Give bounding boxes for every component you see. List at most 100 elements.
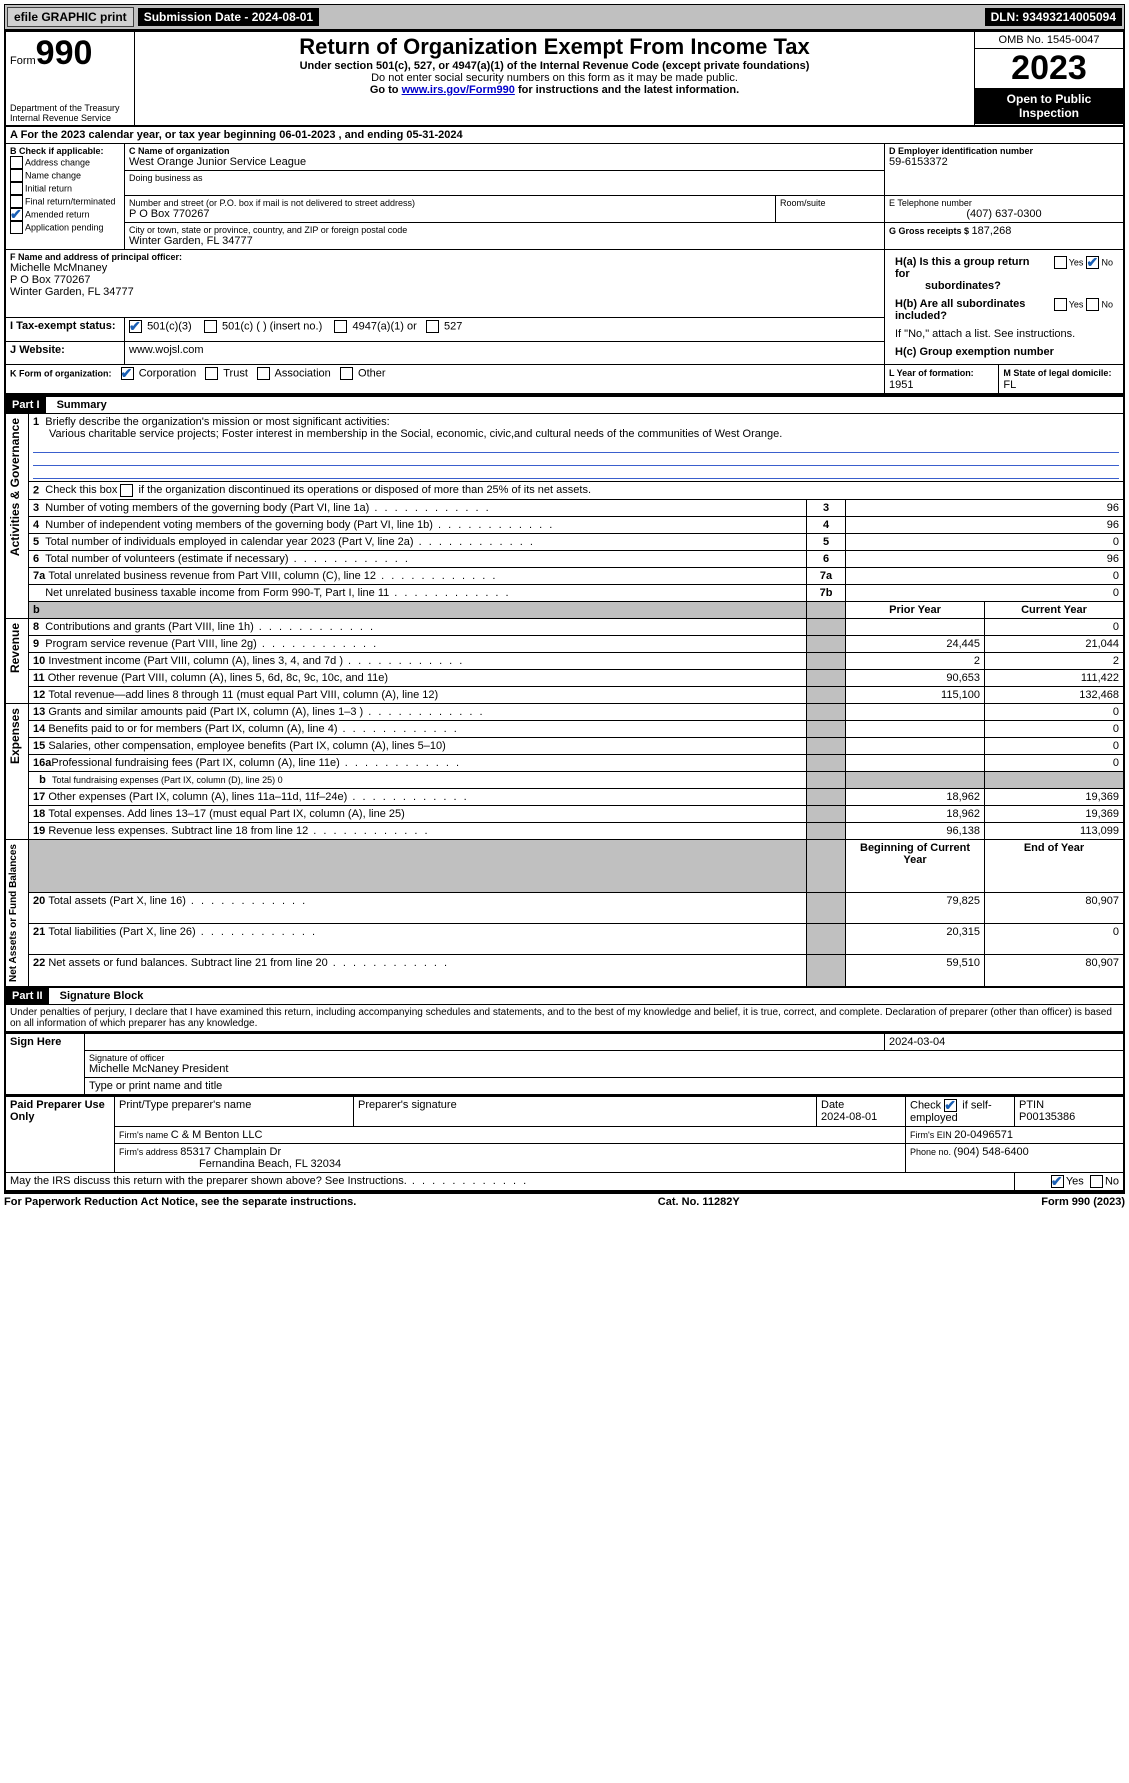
form-header: Form990 Department of the Treasury Inter… — [4, 30, 1125, 127]
line19: Revenue less expenses. Subtract line 18 … — [48, 825, 429, 837]
line18: Total expenses. Add lines 13–17 (must eq… — [48, 808, 404, 820]
line21-end: 0 — [985, 924, 1125, 955]
line13-cy: 0 — [985, 704, 1125, 721]
cb-amended-return[interactable]: Amended return — [10, 208, 120, 221]
cb-527[interactable] — [426, 320, 439, 333]
mission-text: Various charitable service projects; Fos… — [33, 428, 782, 440]
state-domicile: FL — [1003, 379, 1016, 391]
efile-print-button[interactable]: efile GRAPHIC print — [7, 7, 134, 27]
q2-label: Check this box if the organization disco… — [45, 484, 591, 496]
Ha-yes[interactable] — [1054, 256, 1067, 269]
line12-py: 115,100 — [846, 687, 985, 704]
line5-val: 0 — [846, 534, 1125, 551]
line14-cy: 0 — [985, 721, 1125, 738]
dln: DLN: 93493214005094 — [985, 8, 1122, 26]
ssn-warning: Do not enter social security numbers on … — [139, 72, 970, 84]
cb-other[interactable] — [340, 367, 353, 380]
cb-association[interactable] — [257, 367, 270, 380]
pra-notice: For Paperwork Reduction Act Notice, see … — [4, 1196, 356, 1208]
officer-signed: Michelle McNaney President — [89, 1063, 1119, 1075]
line19-cy: 113,099 — [985, 823, 1125, 840]
website: www.wojsl.com — [125, 342, 885, 365]
pp-date: 2024-08-01 — [821, 1111, 877, 1123]
prior-year-hdr: Prior Year — [846, 602, 985, 619]
cb-discuss-no[interactable] — [1090, 1175, 1103, 1188]
cb-501c[interactable] — [204, 320, 217, 333]
firm-name: C & M Benton LLC — [171, 1129, 263, 1141]
addr-label: Number and street (or P.O. box if mail i… — [129, 198, 771, 208]
cat-no: Cat. No. 11282Y — [658, 1196, 740, 1208]
cb-application-pending[interactable]: Application pending — [10, 221, 120, 234]
officer-addr1: P O Box 770267 — [10, 274, 880, 286]
firm-addr1: 85317 Champlain Dr — [180, 1146, 281, 1158]
sign-date: 2024-03-04 — [885, 1034, 1125, 1051]
section-expenses: Expenses — [6, 704, 24, 768]
form-number: Form990 — [10, 34, 130, 73]
box-G-label: G Gross receipts $ — [889, 226, 972, 236]
cb-trust[interactable] — [205, 367, 218, 380]
line6: Total number of volunteers (estimate if … — [45, 553, 410, 565]
line22: Net assets or fund balances. Subtract li… — [48, 957, 449, 969]
line16a-cy: 0 — [985, 755, 1125, 772]
box-I-label: I Tax-exempt status: — [5, 318, 125, 342]
year-formation: 1951 — [889, 379, 913, 391]
box-B-label: B Check if applicable: — [10, 146, 120, 156]
pp-self-employed: Check if self-employed — [906, 1097, 1015, 1127]
cb-address-change[interactable]: Address change — [10, 156, 120, 169]
section-activities-governance: Activities & Governance — [6, 414, 24, 560]
line6-val: 96 — [846, 551, 1125, 568]
line4: Number of independent voting members of … — [45, 519, 554, 531]
line11: Other revenue (Part VIII, column (A), li… — [48, 672, 388, 684]
cb-initial-return[interactable]: Initial return — [10, 182, 120, 195]
part1-header: Part I — [6, 397, 46, 413]
box-K-label: K Form of organization: — [10, 368, 112, 378]
cb-501c3[interactable] — [129, 320, 142, 333]
sign-here-block: Sign Here 2024-03-04 Signature of office… — [4, 1033, 1125, 1096]
line22-end: 80,907 — [985, 955, 1125, 987]
part1: Part I Summary Activities & Governance 1… — [4, 395, 1125, 988]
perjury-declaration: Under penalties of perjury, I declare th… — [4, 1004, 1125, 1033]
line21-beg: 20,315 — [846, 924, 985, 955]
entity-block: B Check if applicable: Address change Na… — [4, 143, 1125, 395]
line11-cy: 111,422 — [985, 670, 1125, 687]
cb-name-change[interactable]: Name change — [10, 169, 120, 182]
line-A: A For the 2023 calendar year, or tax yea… — [4, 127, 1125, 143]
submission-date: Submission Date - 2024-08-01 — [138, 8, 319, 26]
line7b-val: 0 — [846, 585, 1125, 602]
section-revenue: Revenue — [6, 619, 24, 677]
cb-discuss-yes[interactable] — [1051, 1175, 1064, 1188]
dba-label: Doing business as — [129, 173, 880, 183]
irs-link[interactable]: www.irs.gov/Form990 — [402, 84, 515, 96]
Hb-no[interactable] — [1086, 298, 1099, 311]
line7a-val: 0 — [846, 568, 1125, 585]
box-C-label: C Name of organization — [129, 146, 880, 156]
firm-ein: 20-0496571 — [954, 1129, 1013, 1141]
cb-discontinued[interactable] — [120, 484, 133, 497]
form-title: Return of Organization Exempt From Incom… — [139, 34, 970, 60]
telephone: (407) 637-0300 — [889, 208, 1119, 220]
cb-self-employed[interactable] — [944, 1099, 957, 1112]
line11-py: 90,653 — [846, 670, 985, 687]
pp-name-label: Print/Type preparer's name — [115, 1097, 354, 1127]
line21: Total liabilities (Part X, line 26) — [48, 926, 317, 938]
part2-header: Part II — [6, 988, 49, 1004]
ein: 59-6153372 — [889, 156, 1119, 168]
cb-final-return[interactable]: Final return/terminated — [10, 195, 120, 208]
type-name-label: Type or print name and title — [85, 1078, 1125, 1096]
line18-cy: 19,369 — [985, 806, 1125, 823]
cb-4947[interactable] — [334, 320, 347, 333]
line16b: Total fundraising expenses (Part IX, col… — [52, 775, 283, 785]
line8: Contributions and grants (Part VIII, lin… — [45, 621, 375, 633]
box-F-label: F Name and address of principal officer: — [10, 252, 880, 262]
line5: Total number of individuals employed in … — [45, 536, 535, 548]
section-net-assets: Net Assets or Fund Balances — [6, 840, 21, 986]
Hb-yes[interactable] — [1054, 298, 1067, 311]
cb-corporation[interactable] — [121, 367, 134, 380]
line20-beg: 79,825 — [846, 893, 985, 924]
Ha-no[interactable] — [1086, 256, 1099, 269]
line15-cy: 0 — [985, 738, 1125, 755]
line13: Grants and similar amounts paid (Part IX… — [48, 706, 484, 718]
line16a: Professional fundraising fees (Part IX, … — [51, 757, 461, 769]
q1-label: Briefly describe the organization's miss… — [45, 416, 389, 428]
sig-officer-label: Signature of officer — [89, 1053, 1119, 1063]
